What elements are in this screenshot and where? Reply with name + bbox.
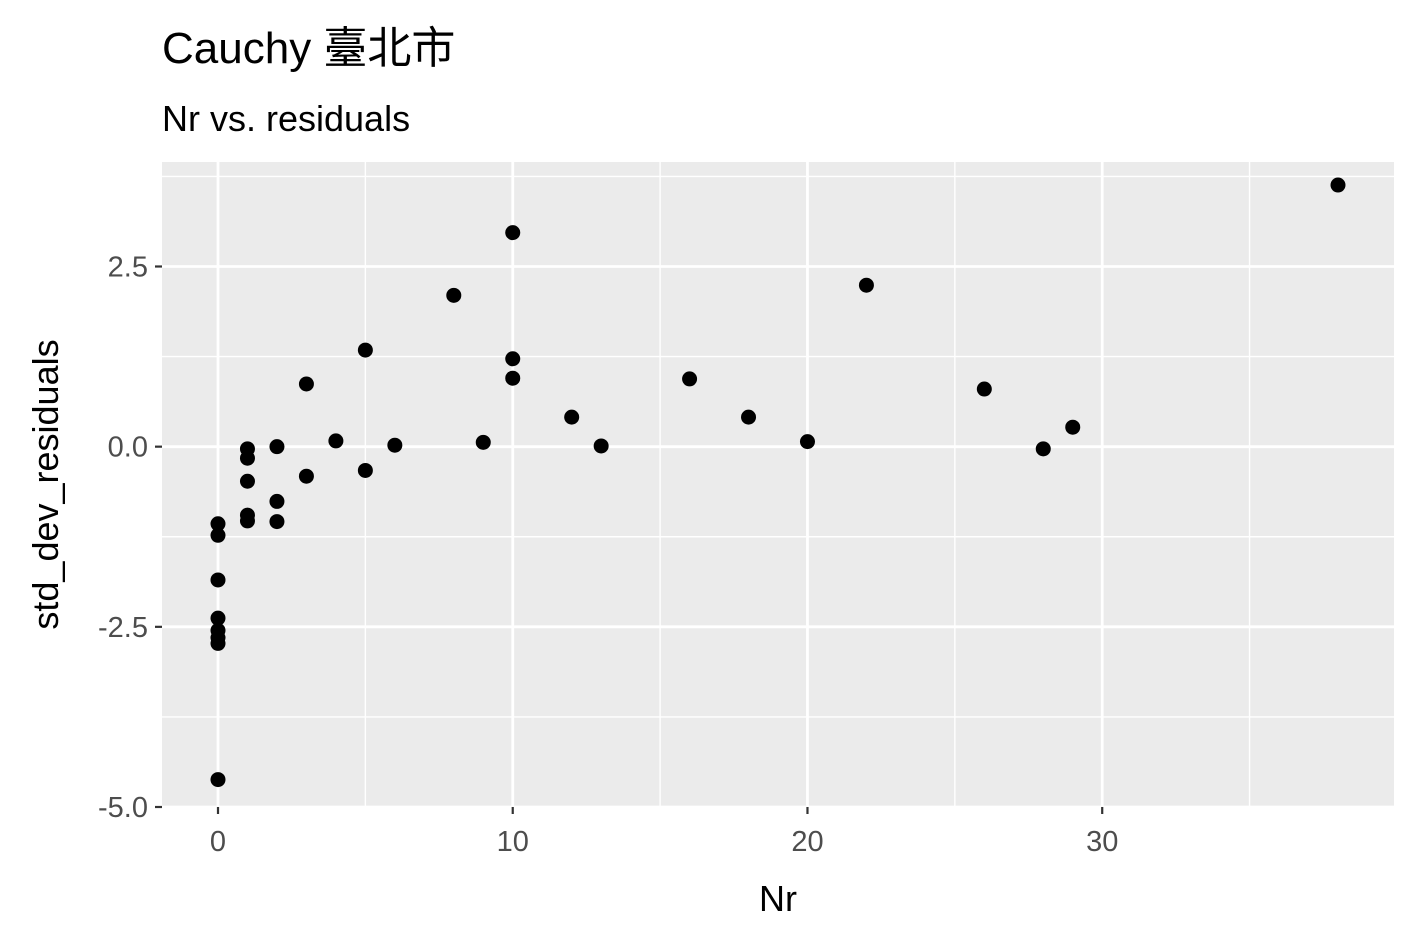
grid-major-lines (162, 162, 1394, 809)
data-point (298, 376, 314, 392)
data-point (357, 342, 373, 358)
data-point (239, 513, 255, 529)
y-tick-label: 2.5 (108, 251, 148, 283)
data-point (1065, 419, 1081, 435)
data-point (210, 772, 226, 788)
x-axis: 0 10 20 30 (210, 807, 1118, 858)
data-point (269, 514, 285, 530)
data-point (239, 450, 255, 466)
data-point (239, 473, 255, 489)
data-point (387, 437, 403, 453)
data-point (505, 351, 521, 367)
data-point (682, 371, 698, 387)
data-point (593, 438, 609, 454)
data-point (505, 225, 521, 241)
y-tick-label: -2.5 (98, 612, 148, 644)
x-tick-label: 20 (791, 826, 823, 858)
data-point (210, 527, 226, 543)
data-point (446, 287, 462, 303)
data-point (799, 434, 815, 450)
data-point (269, 439, 285, 455)
plot-panel (162, 162, 1394, 807)
y-axis-title: std_dev_residuals (25, 339, 66, 629)
data-point (210, 516, 226, 532)
data-points (210, 177, 1346, 788)
data-point (976, 381, 992, 397)
x-tick-label: 10 (497, 826, 529, 858)
data-point (505, 370, 521, 386)
y-tick-label: -5.0 (98, 792, 148, 824)
chart-subtitle: Nr vs. residuals (162, 98, 410, 139)
data-point (210, 610, 226, 626)
data-point (328, 433, 344, 449)
x-tick-label: 30 (1086, 826, 1118, 858)
y-axis: -5.0 -2.5 0.0 2.5 (98, 251, 162, 824)
data-point (475, 434, 491, 450)
y-tick-label: 0.0 (108, 432, 148, 464)
data-point (858, 277, 874, 293)
data-point (357, 462, 373, 478)
data-point (741, 409, 757, 425)
data-point (210, 572, 226, 588)
data-point (1035, 441, 1051, 457)
data-point (210, 635, 226, 651)
data-point (1330, 177, 1346, 193)
data-point (298, 468, 314, 484)
chart-title: Cauchy 臺北市 (162, 24, 455, 73)
x-tick-label: 0 (210, 826, 226, 858)
x-axis-title: Nr (759, 878, 797, 919)
data-point (564, 409, 580, 425)
data-point (269, 493, 285, 509)
